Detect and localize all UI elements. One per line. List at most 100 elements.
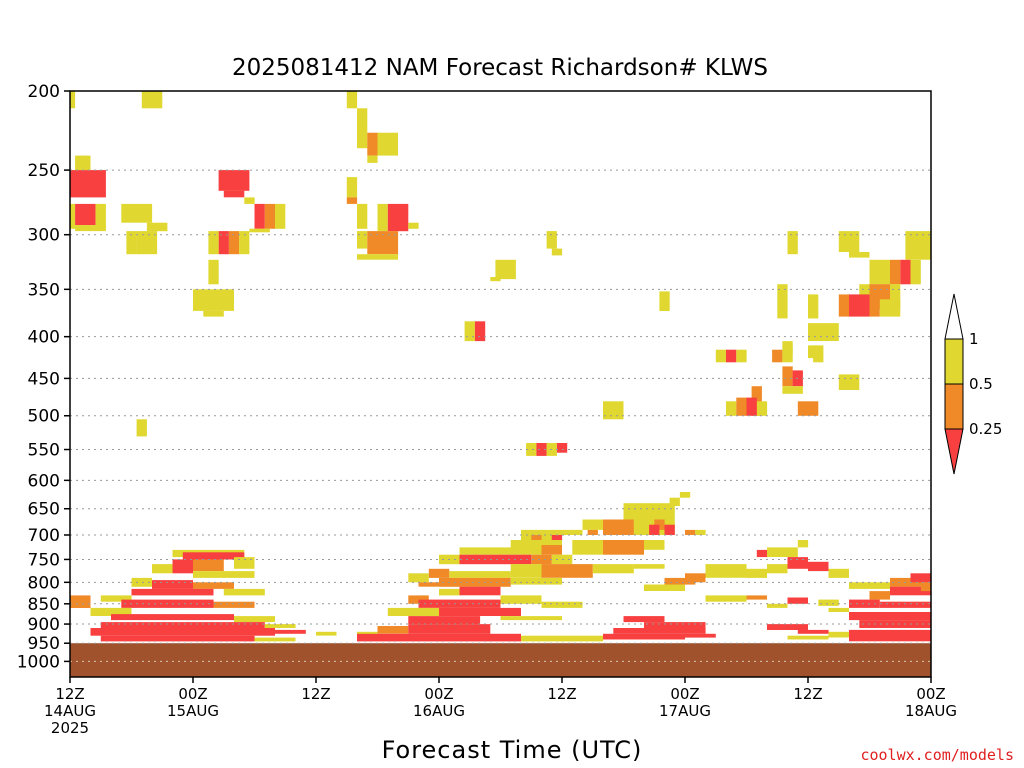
y-tick-label: 650: [28, 500, 60, 520]
ri-cell: [126, 231, 137, 255]
ri-cell: [510, 540, 562, 550]
ri-cell: [603, 540, 644, 555]
ri-cell: [172, 559, 193, 574]
legend-label: 1: [969, 330, 979, 348]
ri-cell: [131, 577, 152, 587]
ri-cell: [756, 401, 768, 416]
ri-cell: [249, 228, 270, 233]
ri-cell: [244, 197, 255, 204]
ri-cell: [346, 197, 358, 204]
ri-cell: [70, 203, 76, 229]
ri-cell: [869, 591, 890, 600]
ri-cell: [474, 321, 486, 342]
ri-cell: [439, 607, 521, 616]
ri-cell: [772, 349, 783, 363]
ri-cell: [141, 91, 163, 109]
ri-cell: [649, 524, 660, 535]
ri-cell: [890, 284, 901, 309]
ri-cell: [541, 545, 562, 555]
ri-cell: [787, 597, 808, 604]
ri-cell: [838, 374, 860, 390]
ri-cell: [459, 554, 480, 565]
y-tick-label: 600: [28, 471, 60, 491]
y-tick-label: 850: [28, 595, 60, 615]
legend-swatch-top: [944, 293, 964, 340]
ri-cell: [536, 443, 547, 456]
ri-cell: [136, 231, 158, 255]
ri-cell: [787, 635, 829, 640]
ri-cell: [131, 588, 214, 596]
ri-cell: [121, 203, 153, 223]
ri-cell: [859, 620, 932, 628]
ri-cell: [910, 259, 921, 285]
x-tick-label: 17AUG: [659, 702, 711, 720]
ri-cell: [531, 554, 552, 565]
ri-cell: [357, 231, 368, 249]
ri-cell: [685, 529, 696, 535]
ri-cell: [203, 310, 224, 317]
credit-text[interactable]: coolwx.com/models: [860, 746, 1014, 764]
y-tick-label: 1000: [17, 652, 60, 672]
x-tick-label: 14AUG: [44, 702, 96, 720]
ri-cell: [828, 607, 849, 612]
ri-cell: [111, 614, 234, 621]
ri-cell: [572, 540, 604, 555]
ri-cell: [408, 222, 419, 229]
ri-cell: [387, 607, 440, 616]
y-tick-label: 400: [28, 328, 60, 348]
ri-cell: [623, 616, 665, 623]
ri-cell: [705, 564, 747, 578]
ri-cell: [541, 564, 593, 578]
ri-cell: [654, 519, 665, 530]
x-tick-label: 12Z: [301, 685, 330, 703]
ri-cell: [603, 401, 624, 420]
ri-cell: [208, 259, 219, 285]
y-tick-label: 350: [28, 280, 60, 300]
x-tick-label: 00Z: [424, 685, 453, 703]
ri-cell: [459, 547, 542, 555]
x-tick-label: 12Z: [793, 685, 822, 703]
ri-cell: [905, 231, 931, 260]
ri-cell: [377, 132, 398, 156]
ri-cell: [408, 616, 481, 625]
ri-cell: [357, 633, 480, 642]
ri-cell: [152, 580, 193, 589]
ri-cell: [464, 321, 475, 342]
ri-cell: [213, 601, 255, 608]
ri-cell: [526, 443, 537, 456]
ri-cell: [357, 203, 368, 229]
ri-cell: [685, 573, 706, 583]
ri-cell: [428, 568, 450, 578]
ri-cell: [510, 564, 542, 578]
ri-cell: [254, 637, 296, 642]
y-tick-label: 950: [28, 634, 60, 654]
ri-cell: [480, 633, 521, 642]
ri-cell: [587, 529, 598, 535]
ri-cell: [146, 222, 168, 232]
ri-cell: [500, 595, 542, 604]
ri-cell: [715, 349, 727, 363]
ri-cell: [890, 586, 931, 596]
legend-label: 0.25: [969, 420, 1002, 438]
ri-cell: [613, 628, 706, 634]
ri-cell: [495, 259, 516, 280]
ri-cell: [100, 595, 132, 602]
y-tick-label: 550: [28, 441, 60, 461]
ri-cell: [849, 629, 931, 642]
ri-cell: [418, 582, 439, 587]
ri-cell: [387, 203, 409, 232]
ri-cell: [136, 419, 147, 437]
ri-cell: [480, 554, 532, 565]
ri-cell: [705, 595, 747, 602]
legend-swatch: [944, 383, 964, 430]
ri-cell: [849, 599, 880, 608]
ri-cell: [75, 203, 96, 226]
ri-cell: [367, 132, 378, 156]
ri-cell: [357, 254, 398, 260]
y-tick-label: 250: [28, 161, 60, 181]
ri-cell: [767, 564, 788, 574]
legend-swatch-bottom: [944, 428, 964, 475]
ri-cell: [193, 582, 234, 589]
ri-cell: [813, 345, 824, 363]
